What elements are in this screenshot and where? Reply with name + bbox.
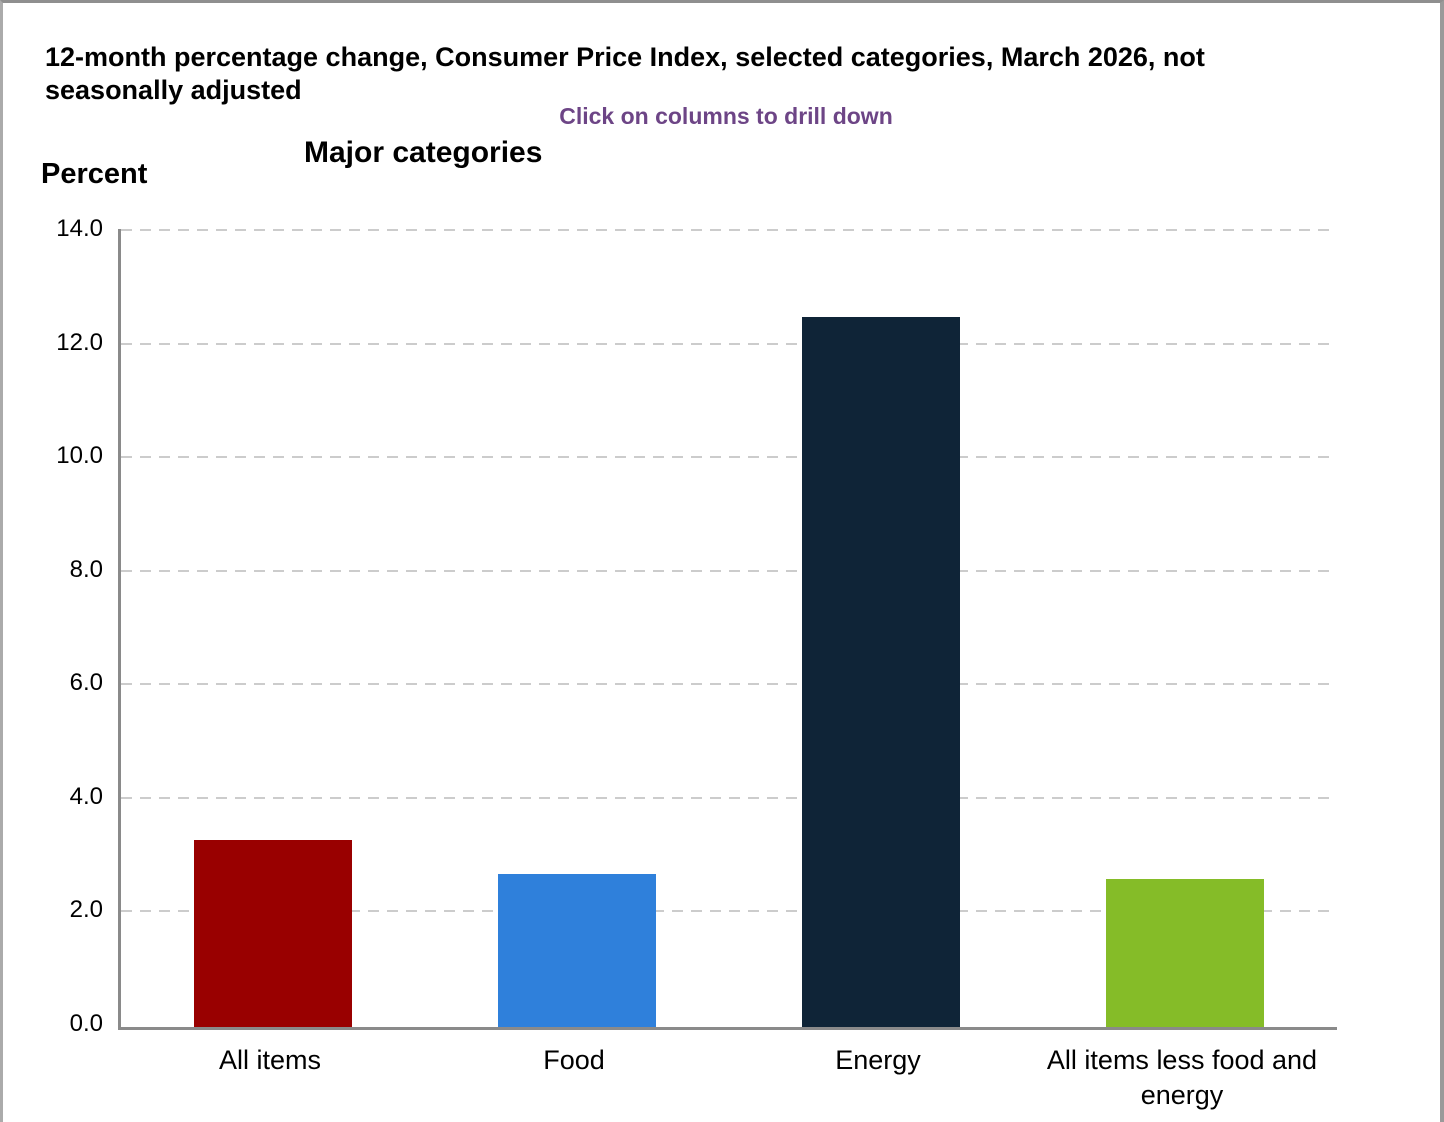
bar-all-items[interactable]: [194, 839, 352, 1027]
chart-title: Major categories: [304, 136, 543, 169]
page-title: 12-month percentage change, Consumer Pri…: [45, 42, 1205, 105]
x-category-label-food: Food: [543, 1045, 605, 1075]
x-category-label-all-items: All items: [218, 1045, 321, 1075]
x-category-label-all-items-less-food-and-energy: All items less food and energy: [1046, 1045, 1318, 1110]
drilldown-hint: Click on columns to drill down: [559, 103, 893, 129]
y-tick-label: 10.0: [56, 442, 103, 470]
bar-food[interactable]: [498, 873, 656, 1027]
plot-area: [118, 229, 1337, 1030]
gridline: [121, 683, 1337, 686]
y-tick-label: 12.0: [56, 328, 103, 356]
y-tick-label: 0.0: [69, 1010, 103, 1037]
y-tick-label: 4.0: [69, 782, 103, 810]
y-tick-label: 6.0: [69, 669, 103, 697]
y-tick-label: 8.0: [69, 555, 103, 583]
gridline: [121, 796, 1337, 799]
gridline: [121, 569, 1337, 572]
y-axis-title: Percent: [41, 158, 148, 190]
gridline: [121, 342, 1337, 345]
bar-all-items-less-food-and-energy[interactable]: [1106, 879, 1264, 1027]
y-tick-label: 14.0: [56, 215, 103, 242]
bar-energy[interactable]: [802, 317, 960, 1027]
y-tick-label: 2.0: [69, 896, 103, 924]
gridline: [121, 456, 1337, 459]
gridline: [121, 910, 1337, 913]
x-category-label-energy: Energy: [835, 1045, 921, 1075]
gridline: [121, 229, 1337, 231]
